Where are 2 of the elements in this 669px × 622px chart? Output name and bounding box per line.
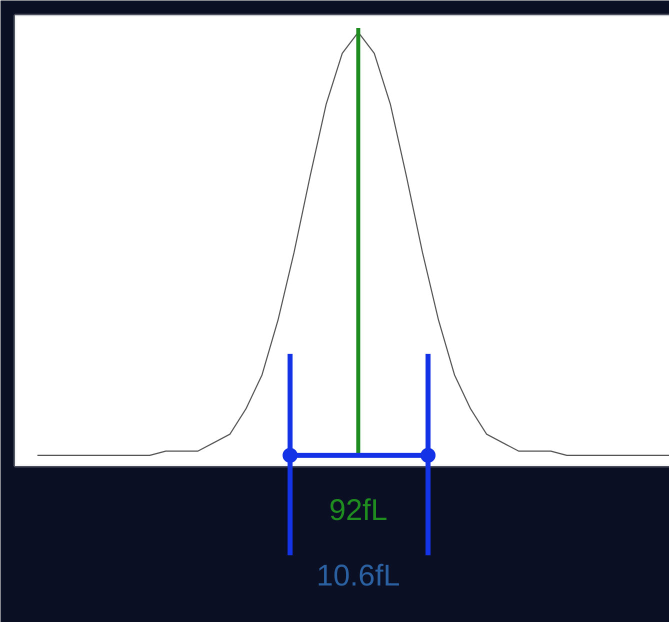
text: 10.6fL [316,559,400,592]
text: 92fL [329,494,388,527]
